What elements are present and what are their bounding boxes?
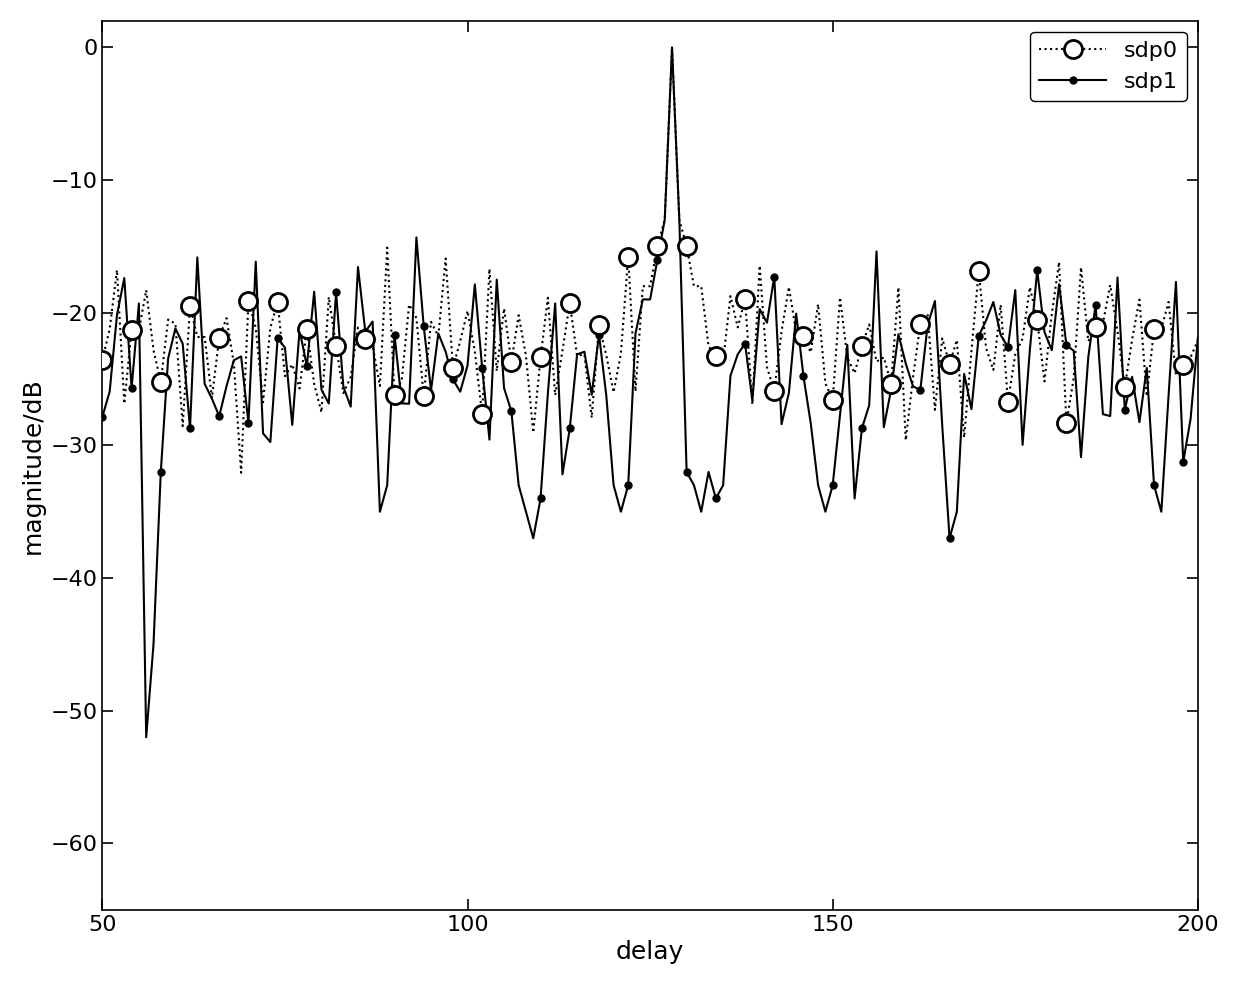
sdp0	[233, 467, 248, 479]
sdp0	[877, 352, 892, 363]
Line: sdp0: sdp0	[93, 38, 1207, 482]
sdp0	[665, 41, 680, 53]
sdp1	[774, 419, 789, 430]
sdp0	[774, 325, 789, 337]
sdp1	[665, 41, 680, 53]
sdp1	[877, 422, 892, 433]
sdp1	[1183, 413, 1198, 425]
sdp0	[1183, 352, 1198, 363]
sdp0	[95, 354, 110, 365]
sdp1	[804, 418, 818, 429]
sdp1	[490, 274, 505, 286]
Legend: sdp0, sdp1: sdp0, sdp1	[1030, 32, 1187, 100]
sdp1	[139, 732, 154, 744]
Line: sdp1: sdp1	[99, 44, 1202, 741]
sdp0	[490, 365, 505, 377]
sdp0	[804, 347, 818, 359]
sdp0	[1190, 335, 1205, 347]
sdp1	[1190, 332, 1205, 344]
X-axis label: delay: delay	[616, 940, 684, 964]
sdp1	[95, 411, 110, 423]
sdp1	[635, 294, 650, 305]
sdp0	[635, 281, 650, 293]
Y-axis label: magnitude/dB: magnitude/dB	[21, 377, 45, 554]
